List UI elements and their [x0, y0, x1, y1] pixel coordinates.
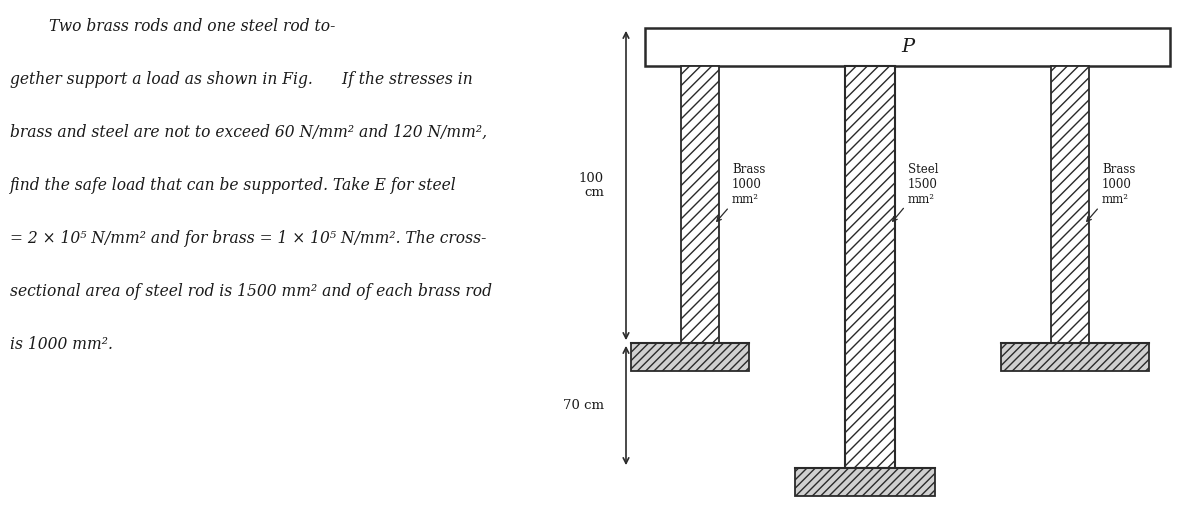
Text: Two brass rods and one steel rod to-: Two brass rods and one steel rod to- — [10, 18, 335, 35]
Text: P: P — [901, 38, 914, 56]
Text: 70 cm: 70 cm — [563, 399, 604, 412]
Bar — [682, 66, 719, 343]
Text: 100
cm: 100 cm — [578, 171, 604, 199]
Bar — [1051, 66, 1090, 343]
Text: brass and steel are not to exceed 60 N/mm² and 120 N/mm²,: brass and steel are not to exceed 60 N/m… — [10, 124, 487, 141]
Text: is 1000 mm².: is 1000 mm². — [10, 336, 113, 353]
Text: = 2 × 10⁵ N/mm² and for brass = 1 × 10⁵ N/mm². The cross-: = 2 × 10⁵ N/mm² and for brass = 1 × 10⁵ … — [10, 230, 486, 247]
Text: Brass
1000
mm²: Brass 1000 mm² — [716, 163, 766, 221]
Bar — [796, 468, 935, 496]
Bar — [845, 66, 895, 468]
Bar — [646, 28, 1170, 66]
Text: gether support a load as shown in Fig.      If the stresses in: gether support a load as shown in Fig. I… — [10, 71, 473, 88]
Text: sectional area of steel rod is 1500 mm² and of each brass rod: sectional area of steel rod is 1500 mm² … — [10, 283, 492, 300]
Text: Brass
1000
mm²: Brass 1000 mm² — [1087, 163, 1135, 221]
Bar — [1001, 343, 1150, 371]
Text: Steel
1500
mm²: Steel 1500 mm² — [893, 163, 938, 221]
Text: find the safe load that can be supported. Take E for steel: find the safe load that can be supported… — [10, 177, 457, 194]
Bar — [631, 343, 749, 371]
